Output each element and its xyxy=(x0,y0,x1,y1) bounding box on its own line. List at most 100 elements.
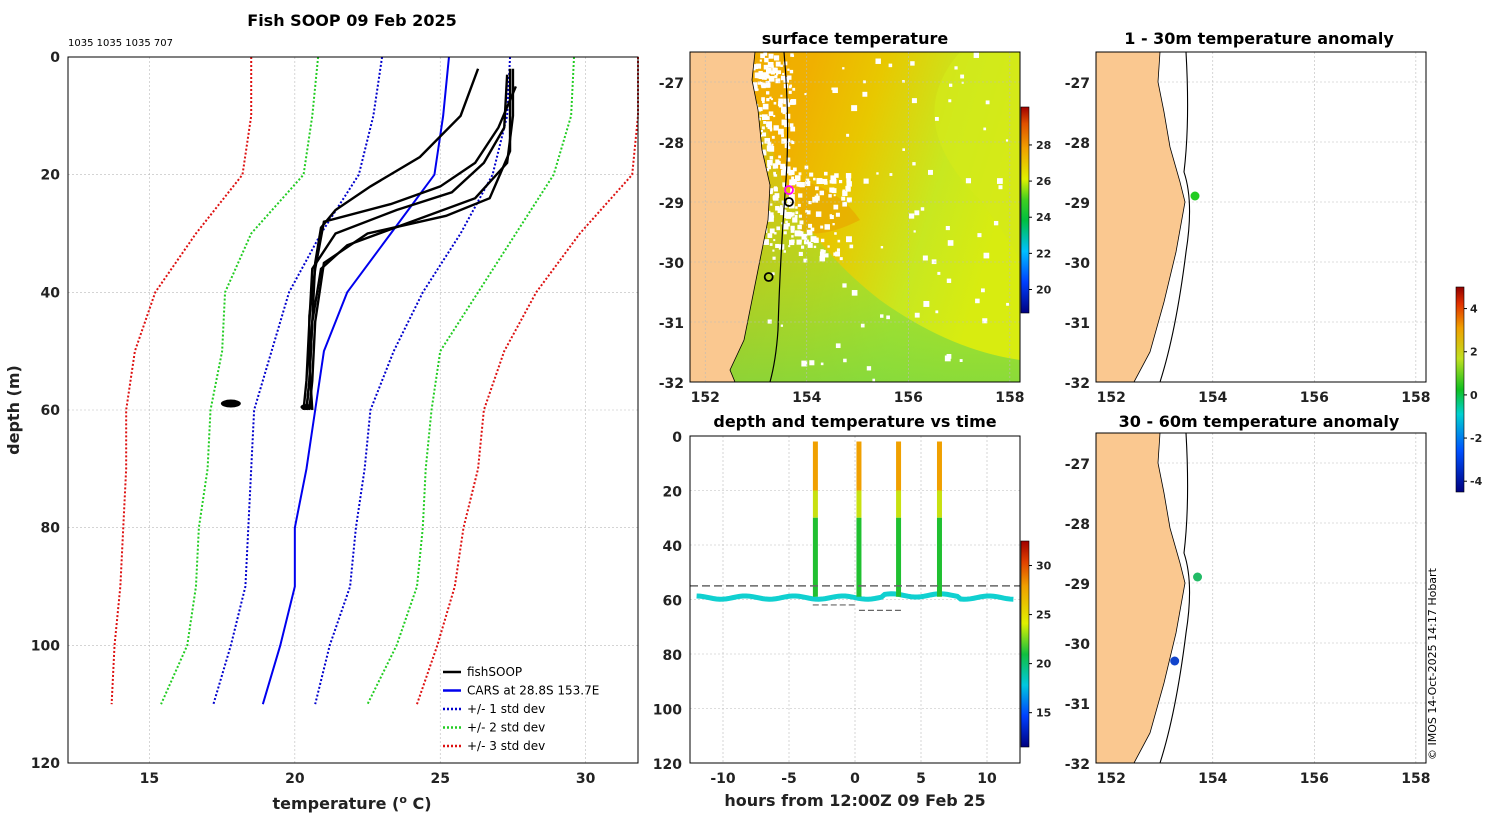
sst-cloud-pixel xyxy=(769,156,774,160)
legend-label: +/- 2 std dev xyxy=(467,721,545,735)
anom1-lon-label: 158 xyxy=(1401,390,1430,406)
sst-cloud-pixel xyxy=(781,106,787,113)
sst-cloud-pixel xyxy=(763,52,768,56)
sst-cloud-pixel xyxy=(770,203,773,206)
sst-cloud-pixel xyxy=(797,224,802,230)
time-xlabel: hours from 12:00Z 09 Feb 25 xyxy=(724,791,985,810)
sst-cloud-pixel xyxy=(866,366,872,371)
sst-cloud-pixel xyxy=(789,169,795,175)
sst-cloud-pixel xyxy=(983,252,990,259)
anom2-lon-label: 158 xyxy=(1401,771,1430,787)
sst-cloud-pixel xyxy=(846,178,851,183)
anom-cb-label: -4 xyxy=(1470,475,1483,488)
sst-cloud-pixel xyxy=(781,134,784,138)
anom1-title: 1 - 30m temperature anomaly xyxy=(1124,29,1394,48)
sst-cloud-pixel xyxy=(780,205,783,208)
sst-cloud-pixel xyxy=(910,61,915,66)
fishsoop-profile-line xyxy=(305,68,515,411)
sst-cloud-pixel xyxy=(880,314,884,318)
sst-cloud-pixel xyxy=(977,233,982,238)
sst-cloud-pixel xyxy=(946,278,952,283)
sst-cloud-pixel xyxy=(831,178,837,184)
sst-cloud-pixel xyxy=(795,211,799,215)
sst-cloud-pixel xyxy=(813,177,816,181)
sst-cloud-pixel xyxy=(954,66,958,70)
sst-cloud-pixel xyxy=(760,81,763,85)
sst-cloud-pixel xyxy=(772,256,776,260)
sst-cloud-pixel xyxy=(846,133,850,137)
anom-cb-label: 2 xyxy=(1470,346,1478,359)
sst-cloud-pixel xyxy=(782,182,787,187)
sst-cloud-pixel xyxy=(912,162,916,166)
sst-cloud-pixel xyxy=(760,53,765,59)
anom-cb-label: 0 xyxy=(1470,389,1478,402)
sst-cloud-pixel xyxy=(769,96,772,99)
sst-cloud-pixel xyxy=(833,194,836,197)
sst-cloud-pixel xyxy=(758,75,763,79)
sst-cloud-pixel xyxy=(947,240,954,246)
sst-cloud-pixel xyxy=(862,91,868,97)
sst-cloud-pixel xyxy=(835,212,840,217)
sst-cloud-pixel xyxy=(783,98,789,105)
fishsoop-bottom-blob xyxy=(300,404,313,411)
sst-cloud-pixel xyxy=(767,165,772,170)
sst-cloud-pixel xyxy=(787,146,791,150)
sst-cloud-pixel xyxy=(834,173,839,178)
sst-cloud-pixel xyxy=(758,70,763,76)
sst-cloud-pixel xyxy=(767,210,771,214)
std3-low-line xyxy=(110,57,253,705)
sst-cloud-pixel xyxy=(766,121,772,128)
sst-cloud-pixel xyxy=(773,125,779,131)
sst-cloud-pixel xyxy=(783,231,787,235)
sst-cloud-pixel xyxy=(760,142,764,145)
sst-cloud-pixel xyxy=(790,99,797,105)
anom2-ticks: 152 154 156 158 -27 -28 -29 -30 -31 -32 xyxy=(1065,457,1431,787)
sst-cloud-pixel xyxy=(983,127,987,131)
time-ytick-label: 60 xyxy=(663,594,683,610)
profile-frame xyxy=(67,56,639,764)
time-cb-label: 25 xyxy=(1036,609,1051,622)
anom2-lon-label: 156 xyxy=(1300,771,1329,787)
anom2-lat-label: -30 xyxy=(1065,637,1091,653)
sst-cloud-pixel xyxy=(778,128,784,135)
profile-lines xyxy=(110,56,639,705)
sst-cloud-pixel xyxy=(763,239,769,245)
sst-cloud-pixel xyxy=(822,178,828,185)
sst-cb-label: 28 xyxy=(1036,139,1051,152)
sst-lon-label: 154 xyxy=(792,390,821,406)
sst-cloud-pixel xyxy=(773,239,776,242)
sst-cloud-pixel xyxy=(796,181,802,187)
sst-ticks: 152 154 156 158 -27 -28 -29 -30 -31 -32 xyxy=(659,76,1025,406)
sst-cloud-pixel xyxy=(803,258,808,263)
sst-cloud-pixel xyxy=(806,210,811,215)
sst-cloud-pixel xyxy=(834,232,837,235)
sst-cloud-pixel xyxy=(982,318,988,324)
profile-ytick-label: 100 xyxy=(31,638,60,654)
profile-ytick-label: 20 xyxy=(41,168,61,184)
sst-cloud-pixel xyxy=(773,101,777,105)
sst-lon-label: 152 xyxy=(691,390,720,406)
sst-cloud-pixel xyxy=(809,172,814,177)
profile-xtick-label: 25 xyxy=(431,771,450,787)
sst-cloud-pixel xyxy=(766,91,770,95)
sst-cloud-pixel xyxy=(784,166,791,173)
std3-high-line xyxy=(416,57,639,705)
sst-cloud-pixel xyxy=(816,178,823,185)
sst-cloud-pixel xyxy=(814,186,819,191)
anom2-anomaly-point xyxy=(1170,656,1180,666)
sst-cloud-pixel xyxy=(767,141,772,146)
sst-cloud-pixel xyxy=(846,236,852,243)
sst-cloud-pixel xyxy=(832,87,838,94)
sst-cloud-pixel xyxy=(787,201,791,205)
sst-cloud-pixel xyxy=(993,220,999,226)
anom-cb-label: 4 xyxy=(1470,303,1478,316)
sst-cloud-pixel xyxy=(787,68,790,71)
sst-cloud-pixel xyxy=(754,72,761,79)
time-xtick-label: 0 xyxy=(850,771,860,787)
sst-cloud-pixel xyxy=(790,213,794,217)
sst-cloud-pixel xyxy=(759,114,762,117)
sst-cloud-pixel xyxy=(875,58,881,64)
sst-cloud-pixel xyxy=(767,61,774,68)
sst-cloud-pixel xyxy=(782,223,789,230)
